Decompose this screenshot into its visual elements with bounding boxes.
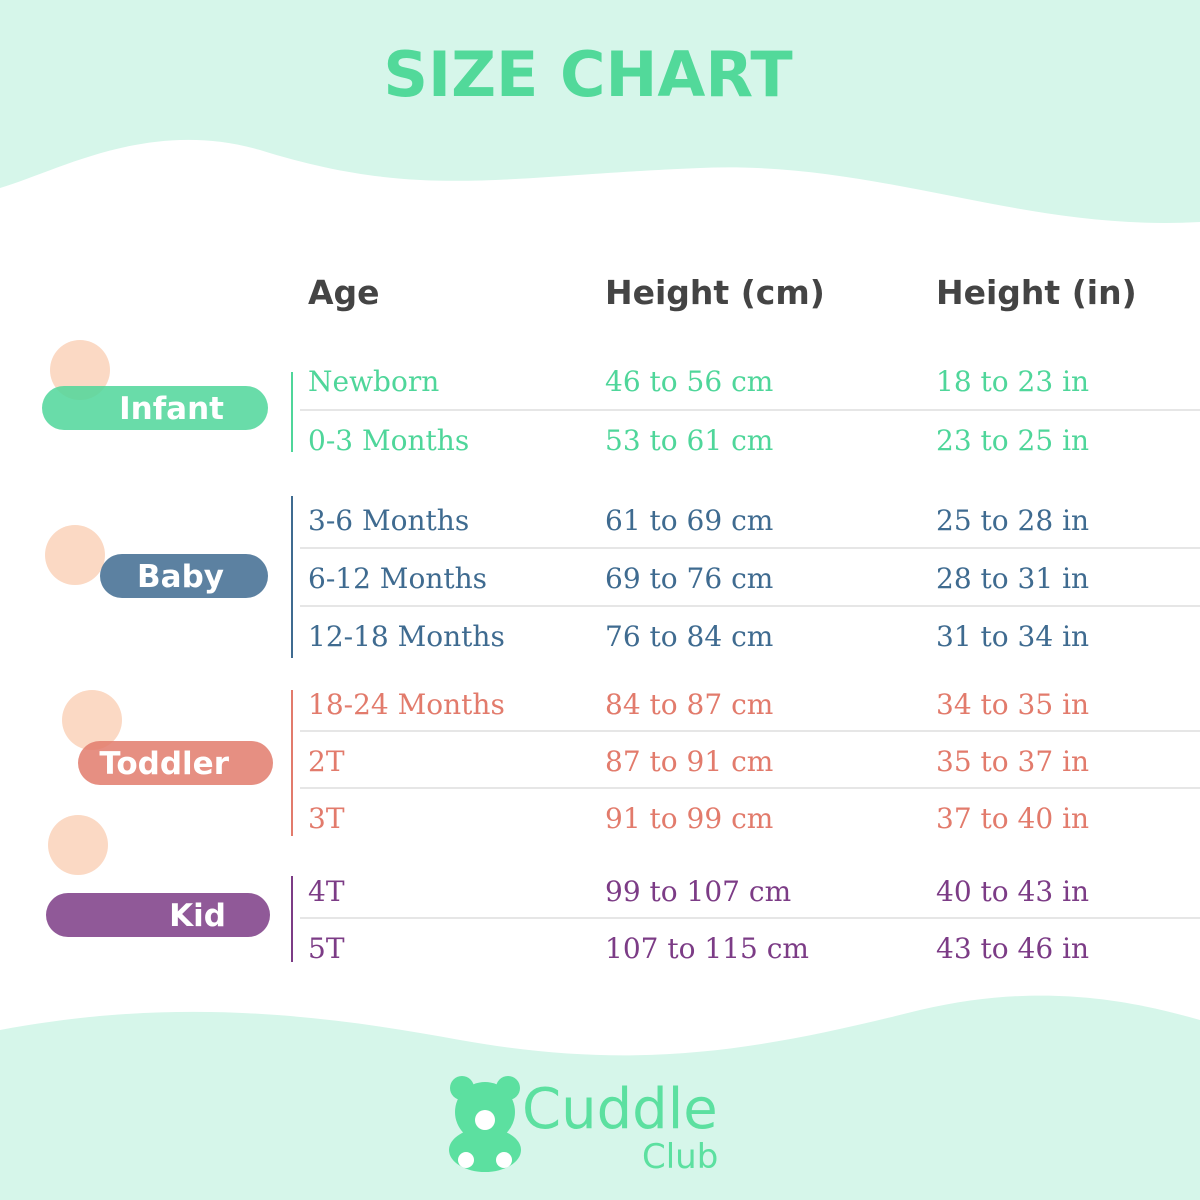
table-cell: 18 to 23 in bbox=[936, 365, 1089, 398]
table-cell: 61 to 69 cm bbox=[605, 504, 773, 537]
table-cell: 3-6 Months bbox=[308, 504, 469, 537]
brand-sub: Club bbox=[642, 1137, 718, 1177]
table-cell: 23 to 25 in bbox=[936, 424, 1089, 457]
table-cell: 76 to 84 cm bbox=[605, 620, 773, 653]
child-figure bbox=[50, 340, 110, 400]
child-figure bbox=[48, 815, 108, 875]
top-wave bbox=[0, 0, 1200, 223]
table-cell: 91 to 99 cm bbox=[605, 802, 773, 835]
child-figure bbox=[45, 525, 105, 585]
table-cell: 34 to 35 in bbox=[936, 688, 1089, 721]
logo-icon bbox=[449, 1076, 521, 1172]
group-pill bbox=[46, 893, 270, 937]
bottom-wave bbox=[0, 995, 1200, 1200]
table-cell: 87 to 91 cm bbox=[605, 745, 773, 778]
table-cell: 43 to 46 in bbox=[936, 932, 1089, 965]
table-cell: 99 to 107 cm bbox=[605, 875, 791, 908]
table-cell: 31 to 34 in bbox=[936, 620, 1089, 653]
child-figure bbox=[62, 690, 122, 750]
group-pill bbox=[100, 554, 268, 598]
table-cell: 25 to 28 in bbox=[936, 504, 1089, 537]
group-label: Baby bbox=[137, 559, 224, 595]
title: SIZE CHART bbox=[383, 38, 792, 111]
table-cell: 18-24 Months bbox=[308, 688, 505, 721]
column-header: Age bbox=[308, 273, 380, 312]
table-cell: 84 to 87 cm bbox=[605, 688, 773, 721]
table-cell: 4T bbox=[308, 875, 345, 908]
table-cell: Newborn bbox=[308, 365, 439, 398]
table-cell: 37 to 40 in bbox=[936, 802, 1089, 835]
column-header: Height (cm) bbox=[605, 273, 825, 312]
table-cell: 5T bbox=[308, 932, 345, 965]
table-cell: 0-3 Months bbox=[308, 424, 469, 457]
group-pill bbox=[78, 741, 273, 785]
brand: Cuddle bbox=[522, 1077, 718, 1142]
group-pill bbox=[42, 386, 268, 430]
table-cell: 40 to 43 in bbox=[936, 875, 1089, 908]
table-cell: 53 to 61 cm bbox=[605, 424, 773, 457]
column-header: Height (in) bbox=[936, 273, 1137, 312]
table-cell: 35 to 37 in bbox=[936, 745, 1089, 778]
table-cell: 69 to 76 cm bbox=[605, 562, 773, 595]
table-cell: 6-12 Months bbox=[308, 562, 487, 595]
group-label: Kid bbox=[169, 898, 226, 934]
table-cell: 46 to 56 cm bbox=[605, 365, 773, 398]
table-cell: 12-18 Months bbox=[308, 620, 505, 653]
table-cell: 28 to 31 in bbox=[936, 562, 1089, 595]
table-cell: 3T bbox=[308, 802, 345, 835]
group-label: Toddler bbox=[99, 746, 229, 782]
group-label: Infant bbox=[119, 391, 224, 427]
table-cell: 107 to 115 cm bbox=[605, 932, 809, 965]
table-cell: 2T bbox=[308, 745, 345, 778]
